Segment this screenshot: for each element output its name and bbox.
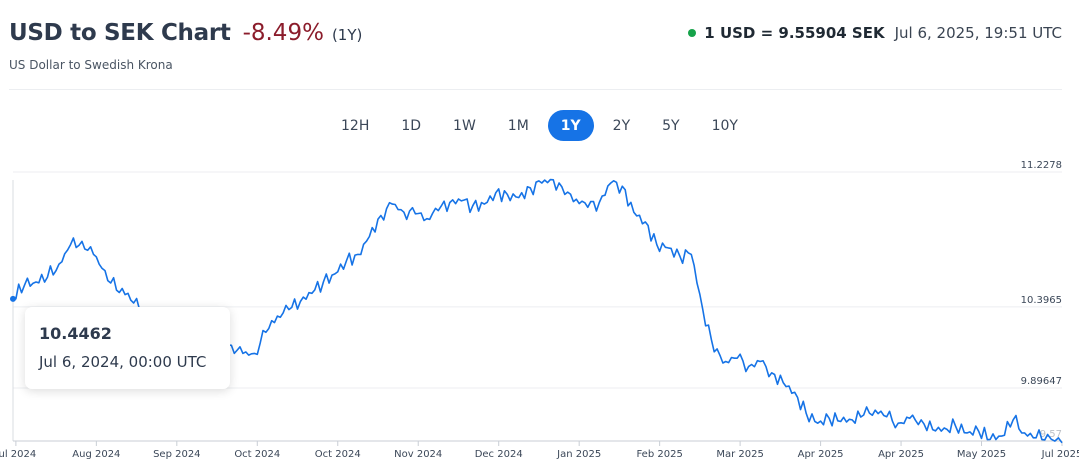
period-button-1d[interactable]: 1D — [388, 110, 434, 141]
period-button-12h[interactable]: 12H — [328, 110, 382, 141]
current-rate: 1 USD = 9.55904 SEK Jul 6, 2025, 19:51 U… — [688, 24, 1062, 42]
title-row: USD to SEK Chart -8.49% (1Y) — [9, 20, 1069, 46]
x-tick-label: May 2025 — [957, 449, 1006, 460]
x-tick-label: Aug 2024 — [72, 449, 120, 460]
x-tick-label: Feb 2025 — [636, 449, 682, 460]
period-button-1y[interactable]: 1Y — [547, 110, 594, 141]
x-tick-label: Mar 2025 — [716, 449, 764, 460]
y-tick-label: 9.89647 — [1021, 376, 1062, 387]
price-chart[interactable]: 11.2278 10.3965 9.89647 9.57 Jul 2024 Aug 20… — [0, 160, 1079, 464]
period-button-2y[interactable]: 2Y — [600, 110, 643, 141]
rate-timestamp: Jul 6, 2025, 19:51 UTC — [894, 24, 1062, 42]
hover-point — [10, 295, 16, 302]
x-tick-label: Sep 2024 — [153, 449, 200, 460]
x-tick-label: Nov 2024 — [394, 449, 442, 460]
y-tick-label: 11.2278 — [1021, 160, 1062, 171]
page-subtitle: US Dollar to Swedish Krona — [9, 58, 173, 72]
header-divider — [9, 89, 1062, 90]
period-button-1m[interactable]: 1M — [495, 110, 542, 141]
x-tick-label: Dec 2024 — [475, 449, 523, 460]
period-selector: 12H 1D 1W 1M 1Y 2Y 5Y 10Y — [0, 110, 1079, 141]
period-button-1w[interactable]: 1W — [440, 110, 489, 141]
period-button-5y[interactable]: 5Y — [649, 110, 692, 141]
x-tick-label: Jul 2025 — [1041, 449, 1079, 460]
chart-header: USD to SEK Chart -8.49% (1Y) US Dollar t… — [9, 20, 1069, 84]
x-tick-label: Jan 2025 — [556, 449, 601, 460]
tooltip-value: 10.4462 — [39, 324, 112, 343]
x-tick-label: Apr 2025 — [798, 449, 844, 460]
x-tick-label: Oct 2024 — [234, 449, 280, 460]
tooltip-date: Jul 6, 2024, 00:00 UTC — [39, 353, 207, 371]
period-button-10y[interactable]: 10Y — [699, 110, 751, 141]
x-tick-label: Oct 2024 — [315, 449, 361, 460]
x-tick-label: Apr 2025 — [878, 449, 924, 460]
percent-change: -8.49% — [242, 20, 324, 46]
y-tick-label: 9.57 — [1040, 429, 1062, 440]
y-tick-label: 10.3965 — [1021, 295, 1062, 306]
x-tick-label: Jul 2024 — [0, 449, 36, 460]
hover-tooltip: 10.4462 Jul 6, 2024, 00:00 UTC — [25, 307, 230, 389]
period-label: (1Y) — [331, 26, 363, 44]
page-title: USD to SEK Chart — [9, 20, 231, 46]
rate-value: 1 USD = 9.55904 SEK — [704, 24, 885, 42]
live-status-icon — [688, 29, 697, 37]
